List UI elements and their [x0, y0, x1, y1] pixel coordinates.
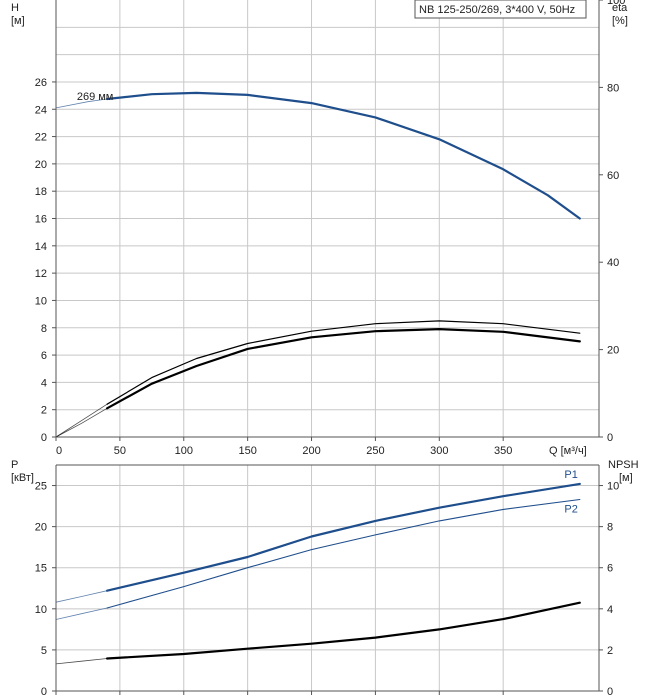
- right-tick-label: 4: [607, 604, 613, 616]
- left-tick-label: 20: [35, 159, 47, 171]
- left-tick-label: 5: [41, 645, 47, 657]
- x-axis-title: Q [м³/ч]: [549, 445, 587, 457]
- left-tick-label: 10: [35, 604, 47, 616]
- top-left-axis-unit: [м]: [11, 15, 25, 27]
- legend-frame: [414, 0, 587, 19]
- left-tick-label: 16: [35, 214, 47, 226]
- right-tick-label: 2: [607, 645, 613, 657]
- left-tick-label: 4: [41, 377, 47, 389]
- left-tick-label: 20: [35, 522, 47, 534]
- series-line: [106, 320, 581, 405]
- left-tick-label: 22: [35, 132, 47, 144]
- legend-label: NB 125-250/269, 3*400 V, 50Hz: [419, 4, 575, 16]
- right-tick-label: 60: [607, 170, 619, 182]
- left-tick-label: 26: [35, 77, 47, 89]
- x-tick-label: 50: [114, 445, 126, 457]
- series-extension-line: [55, 98, 108, 109]
- head-efficiency-panel: 269 мм 024681012141618202224260204060801…: [35, 0, 625, 457]
- series-label: P1: [564, 469, 577, 481]
- left-tick-label: 24: [35, 104, 47, 116]
- bottom-axes: 0 5 10 15 20 25 0 2 4 6 8 10: [35, 464, 619, 698]
- top-grid: [56, 0, 599, 437]
- bottom-left-axis-unit: [кВт]: [11, 472, 34, 484]
- series-line: [105, 601, 581, 660]
- bottom-right-axis-unit: [м]: [619, 472, 633, 484]
- left-tick-label: 10: [35, 295, 47, 307]
- right-tick-label: 0: [607, 432, 613, 444]
- right-tick-label: 20: [607, 345, 619, 357]
- series-extension-line: [55, 658, 108, 665]
- series-label: 269 мм: [77, 91, 114, 103]
- series-extension-line: [55, 407, 108, 438]
- top-series: 269 мм: [55, 91, 581, 438]
- series-line: [105, 482, 581, 592]
- x-tick-label: 0: [56, 445, 62, 457]
- left-tick-label: 2: [41, 405, 47, 417]
- bottom-series: P1 P2: [55, 469, 581, 665]
- left-tick-label: 0: [41, 432, 47, 444]
- left-tick-label: 25: [35, 481, 47, 493]
- series-line: [105, 91, 581, 220]
- bottom-left-axis-title: P: [11, 459, 18, 471]
- left-tick-label: 6: [41, 350, 47, 362]
- left-tick-label: 12: [35, 268, 47, 280]
- right-tick-label: 8: [607, 522, 613, 534]
- legend-box: NB 125-250/269, 3*400 V, 50Hz: [414, 0, 587, 19]
- series-extension-line: [55, 403, 108, 438]
- right-tick-label: 0: [607, 686, 613, 698]
- x-tick-label: 200: [302, 445, 320, 457]
- left-tick-label: 8: [41, 323, 47, 335]
- right-tick-label: 10: [607, 481, 619, 493]
- bottom-right-axis-title: NPSH: [608, 459, 639, 471]
- right-tick-label: 100: [607, 0, 625, 7]
- series-extension-line: [55, 607, 108, 620]
- right-tick-label: 6: [607, 563, 613, 575]
- x-tick-label: 100: [175, 445, 193, 457]
- x-tick-label: 350: [494, 445, 512, 457]
- right-tick-label: 80: [607, 82, 619, 94]
- left-tick-label: 15: [35, 563, 47, 575]
- top-right-axis-title: eta: [612, 2, 628, 14]
- x-tick-label: 150: [238, 445, 256, 457]
- power-npsh-panel: P1 P2 0 5 10 15 20 25 0 2 4 6 8 10: [35, 464, 619, 698]
- series-line: [105, 328, 581, 410]
- right-tick-label: 40: [607, 257, 619, 269]
- left-tick-label: 0: [41, 686, 47, 698]
- top-left-axis-title: H: [11, 2, 19, 14]
- top-right-axis-unit: [%]: [612, 15, 628, 27]
- x-tick-label: 300: [430, 445, 448, 457]
- series-line: [106, 498, 581, 609]
- series-label: P2: [564, 504, 577, 516]
- x-tick-label: 250: [366, 445, 384, 457]
- left-tick-label: 18: [35, 186, 47, 198]
- series-extension-line: [55, 590, 108, 603]
- left-tick-label: 14: [35, 241, 47, 253]
